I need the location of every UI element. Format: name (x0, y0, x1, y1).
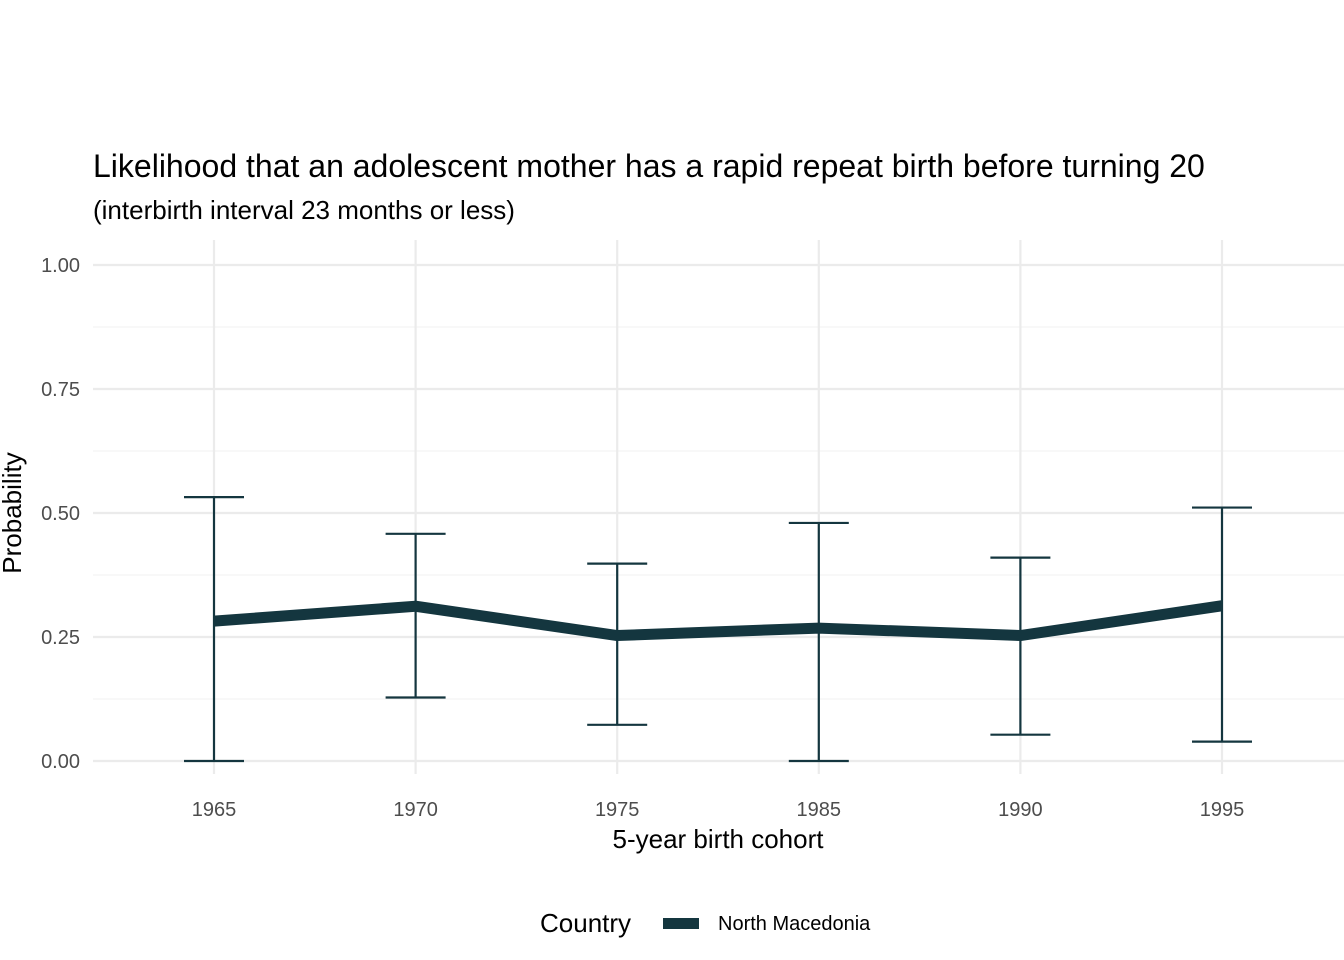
series-line-north-macedonia (213, 600, 1223, 642)
x-tick-label: 1985 (797, 799, 842, 821)
x-axis-title: 5-year birth cohort (613, 824, 825, 854)
x-tick-label: 1965 (192, 799, 237, 821)
error-bar (1192, 506, 1252, 743)
error-bar (990, 556, 1051, 736)
series-lines (213, 600, 1223, 642)
error-bar (587, 562, 648, 726)
legend-label-north-macedonia: North Macedonia (718, 913, 871, 935)
y-axis-title: Probability (0, 452, 27, 573)
legend-title: Country (540, 908, 631, 938)
x-tick-label: 1975 (595, 799, 640, 821)
y-tick-label: 0.75 (41, 379, 80, 401)
legend: Country North Macedonia (540, 908, 871, 938)
x-tick-label: 1970 (393, 799, 438, 821)
plot-area: 0.00 0.25 0.50 0.75 1.00 1965 1970 1975 1985 199… (41, 240, 1344, 821)
chart-title: Likelihood that an adolescent mother has… (93, 148, 1205, 184)
error-bar (184, 496, 244, 763)
y-tick-label: 0.00 (41, 751, 80, 773)
chart-subtitle: (interbirth interval 23 months or less) (93, 195, 515, 225)
y-tick-label: 1.00 (41, 255, 80, 277)
y-tick-label: 0.50 (41, 503, 80, 525)
grid (93, 240, 1344, 774)
error-bars (184, 496, 1252, 763)
error-bar (385, 532, 446, 699)
y-tick-label: 0.25 (41, 627, 80, 649)
legend-key-north-macedonia (663, 918, 699, 929)
x-tick-labels: 1965 1970 1975 1985 1990 1995 (192, 799, 1245, 821)
error-bar (788, 521, 849, 763)
x-tick-label: 1990 (998, 799, 1043, 821)
x-tick-label: 1995 (1200, 799, 1245, 821)
y-tick-labels: 0.00 0.25 0.50 0.75 1.00 (41, 255, 80, 773)
